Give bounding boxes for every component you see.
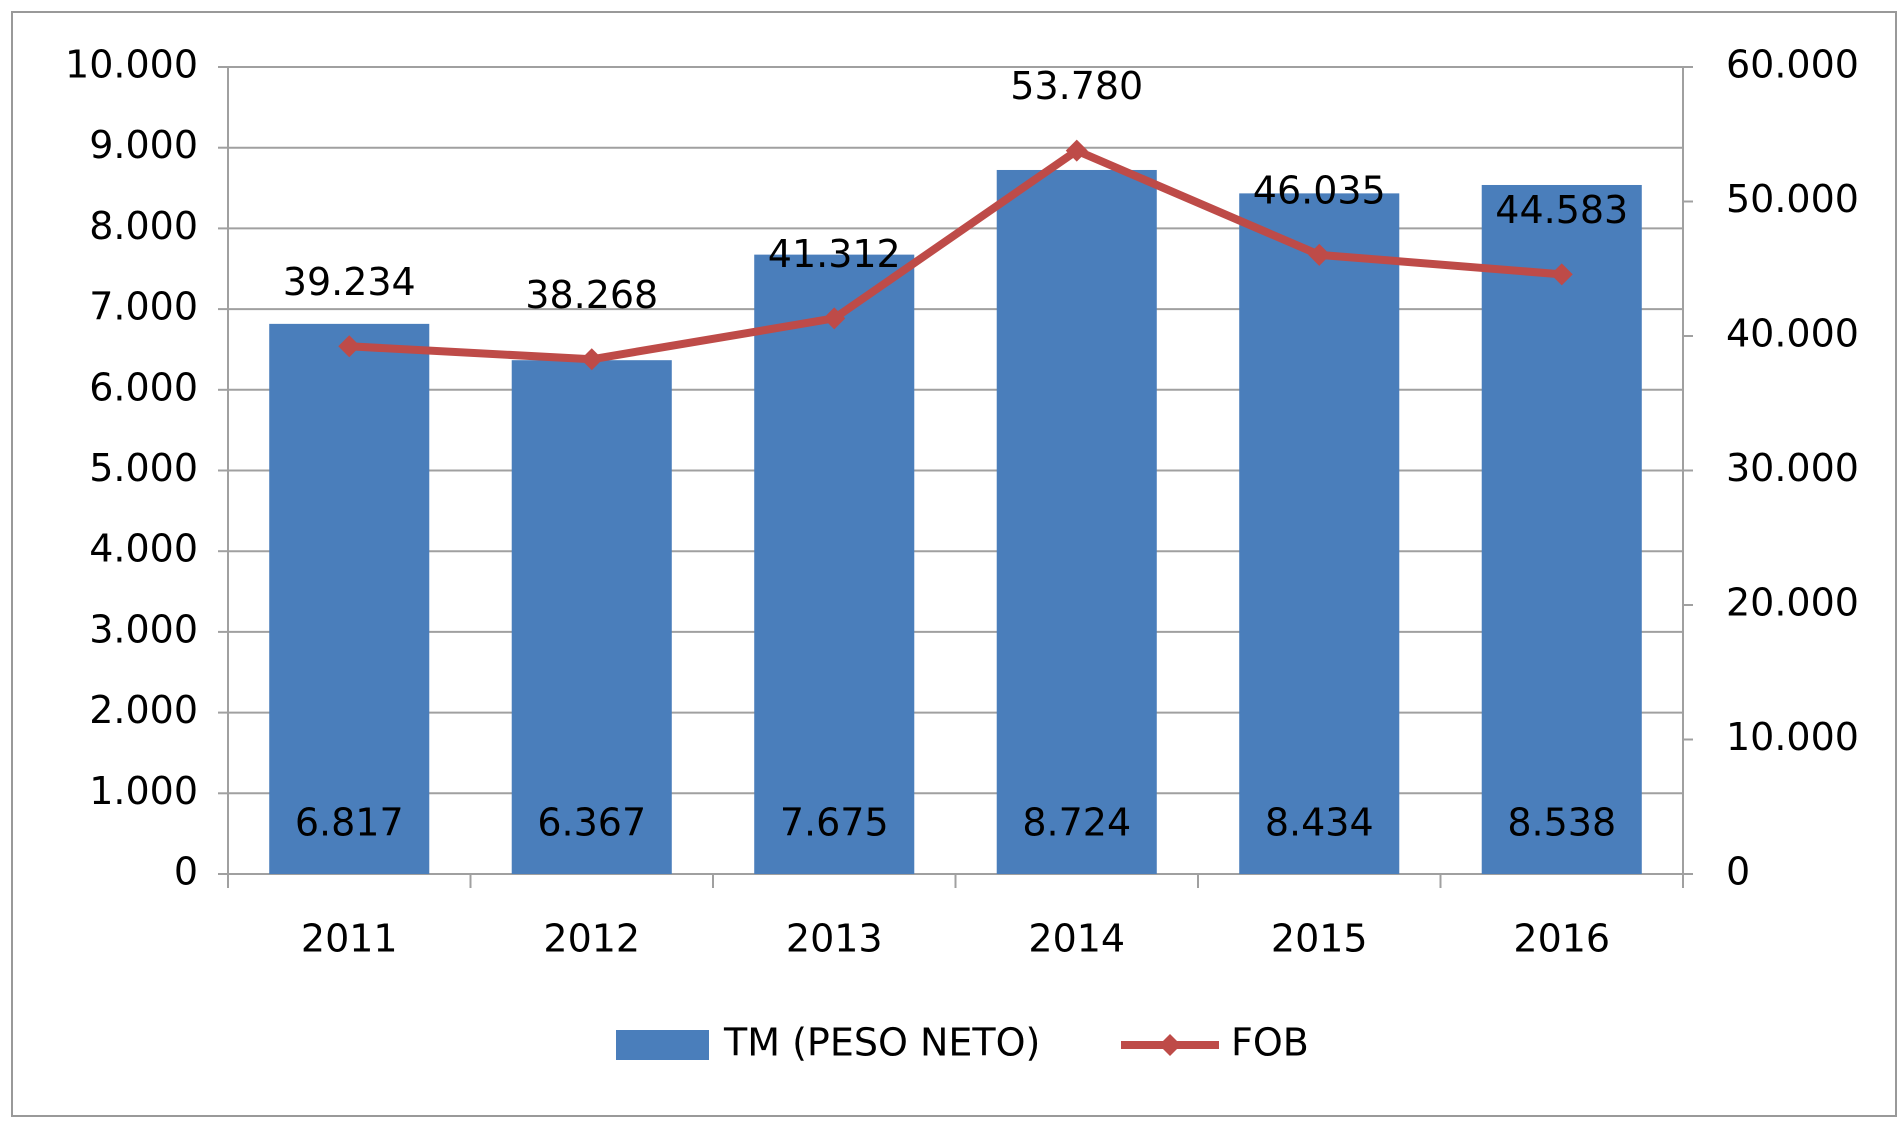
- bar-value-label: 8.724: [1022, 801, 1131, 845]
- line-value-label: 46.035: [1253, 168, 1386, 212]
- bar-value-label: 8.434: [1265, 801, 1374, 845]
- line-value-label: 44.583: [1495, 188, 1628, 232]
- y-tick-label: 6.000: [89, 365, 198, 409]
- line-marker: [1308, 243, 1331, 266]
- bar: [269, 323, 430, 874]
- x-tick-label: 2013: [786, 917, 883, 961]
- legend-swatch: [616, 1030, 709, 1060]
- bar: [1239, 193, 1400, 874]
- y-tick-label: 7.000: [89, 285, 198, 329]
- line-marker: [1550, 263, 1573, 286]
- x-tick-label: 2016: [1513, 917, 1610, 961]
- line-marker: [580, 348, 603, 371]
- line-value-label: 41.312: [768, 232, 901, 276]
- legend-swatch: [1159, 1034, 1181, 1056]
- bar: [754, 254, 915, 874]
- y-tick-label: 0: [174, 850, 198, 894]
- x-tick-label: 2011: [301, 917, 398, 961]
- legend-label: TM (PESO NETO): [723, 1021, 1040, 1065]
- line: [349, 146, 1563, 364]
- y2-tick-label: 30.000: [1726, 446, 1859, 490]
- line-value-label: 39.234: [283, 260, 416, 304]
- x-tick-label: 2014: [1028, 917, 1125, 961]
- y-tick-label: 5.000: [89, 446, 198, 490]
- y-tick-label: 8.000: [89, 204, 198, 248]
- y-tick-label: 9.000: [89, 123, 198, 167]
- x-tick-label: 2015: [1271, 917, 1368, 961]
- y2-tick-label: 20.000: [1726, 581, 1859, 625]
- y-tick-label: 4.000: [89, 527, 198, 571]
- y2-tick-label: 40.000: [1726, 312, 1859, 356]
- y-tick-label: 10.000: [65, 43, 198, 87]
- bar-value-label: 7.675: [780, 801, 889, 845]
- y-tick-label: 1.000: [89, 769, 198, 813]
- line-marker: [338, 335, 361, 358]
- y2-tick-label: 10.000: [1726, 715, 1859, 759]
- y-tick-label: 2.000: [89, 688, 198, 732]
- line-marker: [1065, 139, 1088, 162]
- bar: [996, 169, 1157, 874]
- bar-value-label: 6.367: [537, 801, 646, 845]
- line-value-label: 53.780: [1010, 64, 1143, 108]
- bar-value-label: 6.817: [295, 801, 404, 845]
- y2-tick-label: 60.000: [1726, 43, 1859, 87]
- y2-tick-label: 50.000: [1726, 177, 1859, 221]
- y2-tick-label: 0: [1726, 850, 1750, 894]
- y-tick-label: 3.000: [89, 607, 198, 651]
- bar: [511, 360, 672, 874]
- bar-value-label: 8.538: [1507, 801, 1616, 845]
- line-value-label: 38.268: [525, 273, 658, 317]
- legend-label: FOB: [1231, 1021, 1309, 1065]
- bar: [1481, 184, 1642, 874]
- x-tick-label: 2012: [543, 917, 640, 961]
- line-marker: [823, 307, 846, 330]
